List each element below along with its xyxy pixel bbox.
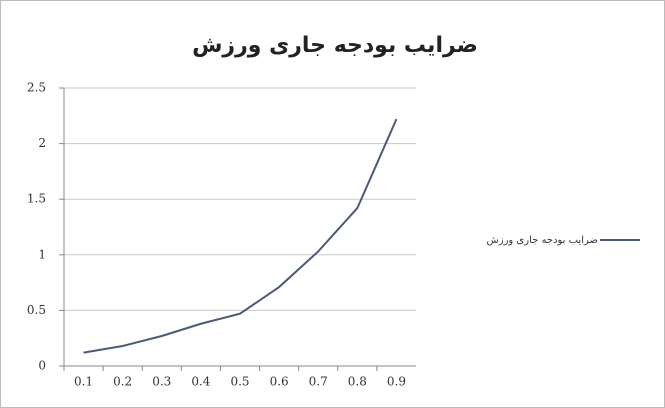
x-tick-label: 0.7 (309, 375, 328, 389)
x-tick-label: 0.5 (230, 375, 249, 389)
chart-title: ضرایب بودجه جاری ورزش (192, 33, 478, 58)
x-tick-label: 0.8 (348, 375, 367, 389)
x-tick-label: 0.2 (113, 375, 132, 389)
y-tick-label: 1.5 (27, 192, 46, 206)
y-tick-label: 2.5 (27, 81, 46, 95)
y-tick-label: 1 (38, 247, 46, 261)
x-tick-label: 0.1 (74, 375, 93, 389)
data-line (83, 118, 398, 354)
x-tick-label: 0.4 (191, 375, 210, 389)
x-tick-label: 0.9 (387, 375, 406, 389)
x-tick-label: 0.6 (270, 375, 289, 389)
y-tick-label: 2 (38, 136, 46, 150)
legend-label: ضرایب بودجه جاری ورزش (487, 235, 598, 246)
y-tick-label: 0.5 (27, 303, 46, 317)
x-tick-label: 0.3 (152, 375, 171, 389)
y-tick-label: 0 (38, 359, 46, 373)
